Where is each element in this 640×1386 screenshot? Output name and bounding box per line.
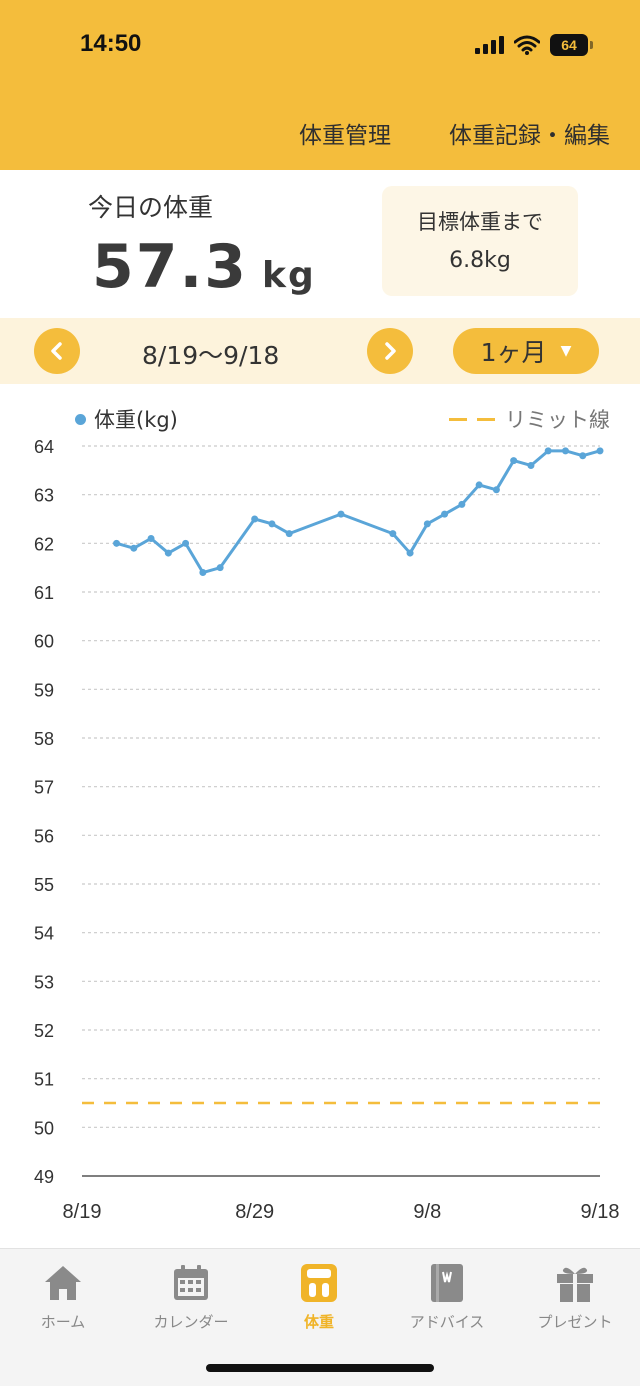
legend-limit: リミット線 — [449, 404, 610, 434]
book-icon — [431, 1264, 463, 1302]
weight-data-point — [216, 564, 224, 572]
tab-bar: ホーム カレンダー 体重 — [0, 1248, 640, 1386]
weight-record-edit-link[interactable]: 体重記録・編集 — [449, 123, 610, 149]
calendar-icon — [174, 1265, 208, 1300]
tab-home-label: ホーム — [40, 1313, 86, 1331]
weight-data-point — [251, 515, 259, 523]
weight-data-point — [130, 544, 138, 552]
target-weight-label: 目標体重まで — [417, 210, 543, 234]
y-tick-label: 61 — [34, 583, 54, 603]
y-tick-label: 64 — [34, 437, 54, 457]
y-tick-label: 60 — [34, 632, 54, 652]
weight-data-point — [147, 534, 155, 542]
tab-weight-label: 体重 — [303, 1313, 334, 1331]
home-indicator — [206, 1364, 434, 1372]
tab-calendar-label: カレンダー — [153, 1313, 229, 1331]
previous-period-button[interactable] — [34, 328, 80, 374]
weight-data-point — [285, 530, 293, 538]
weight-data-point — [268, 520, 276, 528]
weight-data-point — [510, 457, 518, 465]
weight-data-point — [544, 447, 552, 455]
tab-advice[interactable]: アドバイス — [392, 1261, 502, 1332]
target-weight-box: 目標体重まで 6.8kg — [382, 186, 578, 296]
legend-weight-label: 体重(kg) — [94, 408, 178, 432]
period-range: 8/19〜9/18 — [142, 341, 280, 370]
today-weight-unit: kg — [262, 255, 316, 296]
tab-home[interactable]: ホーム — [8, 1261, 118, 1332]
scale-icon — [301, 1264, 337, 1302]
y-tick-label: 52 — [34, 1021, 54, 1041]
weight-chart-svg: 49 50 51 52 53 54 55 56 57 58 59 60 61 62 63 64 8/19 8/29… — [34, 437, 620, 1223]
x-tick-label: 8/29 — [235, 1201, 274, 1223]
y-tick-label: 53 — [34, 972, 54, 992]
period-bar: 8/19〜9/18 1ヶ月 ▼ — [0, 318, 640, 384]
legend-dash-icon — [449, 417, 497, 421]
weight-data-point — [596, 447, 604, 455]
chevron-left-icon — [51, 342, 62, 360]
wifi-icon — [514, 35, 540, 55]
header-links: 体重管理 体重記録・編集 — [299, 116, 610, 150]
weight-data-point — [423, 520, 431, 528]
next-period-button[interactable] — [367, 328, 413, 374]
app-header: 14:50 64 体重管理 体重記録・編集 — [0, 0, 640, 170]
weight-data-point — [527, 461, 535, 469]
weight-data-point — [579, 452, 587, 460]
tab-weight[interactable]: 体重 — [264, 1261, 374, 1332]
y-tick-label: 62 — [34, 534, 54, 554]
tab-present[interactable]: プレゼント — [520, 1261, 630, 1332]
gift-icon — [557, 1267, 593, 1302]
tab-present-label: プレゼント — [537, 1313, 613, 1331]
weight-data-point — [441, 510, 449, 518]
status-icons: 64 — [475, 34, 593, 56]
y-tick-label: 57 — [34, 778, 54, 798]
y-tick-label: 59 — [34, 680, 54, 700]
weight-data-point — [458, 500, 466, 508]
today-weight-label: 今日の体重 — [88, 193, 214, 222]
weight-series-line — [116, 449, 601, 575]
y-tick-label: 58 — [34, 729, 54, 749]
legend-limit-label: リミット線 — [505, 408, 610, 432]
y-tick-label: 63 — [34, 486, 54, 506]
weight-data-point — [475, 481, 483, 489]
period-select[interactable]: 1ヶ月 ▼ — [453, 328, 599, 374]
y-tick-label: 50 — [34, 1118, 54, 1138]
weight-data-point — [199, 569, 207, 577]
target-weight-value: 6.8kg — [449, 248, 511, 273]
signal-icon — [475, 36, 504, 54]
weight-data-point — [561, 447, 569, 455]
today-weight-number: 57.3 — [92, 232, 249, 302]
weight-data-point — [164, 549, 172, 557]
chevron-right-icon — [385, 342, 396, 360]
y-tick-label: 54 — [34, 924, 54, 944]
tab-calendar[interactable]: カレンダー — [136, 1261, 246, 1332]
battery-icon: 64 — [550, 34, 593, 56]
caret-down-icon: ▼ — [560, 343, 572, 359]
y-tick-label: 51 — [34, 1070, 54, 1090]
home-icon — [45, 1266, 81, 1300]
weight-data-point — [406, 549, 414, 557]
y-tick-label: 56 — [34, 826, 54, 846]
weight-data-point — [389, 530, 397, 538]
y-tick-label: 55 — [34, 875, 54, 895]
x-tick-label: 9/18 — [581, 1201, 620, 1223]
legend-weight: 体重(kg) — [75, 404, 178, 434]
y-tick-label: 49 — [34, 1167, 54, 1187]
status-time: 14:50 — [80, 30, 142, 57]
weight-chart: 49 50 51 52 53 54 55 56 57 58 59 60 61 62 63 64 8/19 8/29… — [0, 384, 640, 1248]
today-weight-value: 57.3 kg — [92, 232, 316, 302]
tab-advice-label: アドバイス — [409, 1313, 485, 1331]
weight-data-point — [113, 539, 121, 547]
x-tick-label: 8/19 — [63, 1201, 102, 1223]
legend-dot-icon — [75, 413, 86, 425]
period-select-value: 1ヶ月 — [480, 338, 547, 367]
x-tick-label: 9/8 — [413, 1201, 441, 1223]
weight-data-point — [492, 486, 500, 494]
weight-management-link[interactable]: 体重管理 — [299, 123, 391, 149]
weight-data-point — [182, 539, 190, 547]
weight-data-point — [337, 510, 345, 518]
